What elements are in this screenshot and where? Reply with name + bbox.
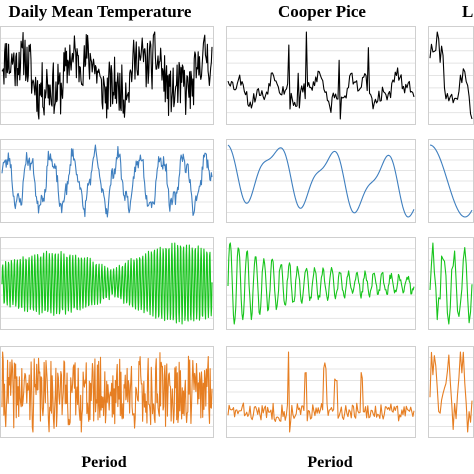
panel-copper-price-3 (226, 237, 416, 330)
series-line (1, 31, 213, 120)
series-line (429, 31, 473, 120)
column-title-cropped: L (462, 2, 473, 21)
panel-cropped-3 (428, 237, 474, 330)
panel-copper-price-2 (226, 139, 416, 223)
panels-layer (0, 26, 474, 438)
series-line (227, 31, 415, 120)
xlabel-temperature: Period (81, 454, 126, 471)
series-line (429, 144, 473, 218)
panel-temperature-3 (0, 237, 214, 330)
column-title-temperature: Daily Mean Temperature (9, 2, 192, 21)
series-line (429, 242, 473, 325)
series-line (227, 144, 415, 218)
panel-copper-price-4 (226, 346, 416, 438)
column-title-copper-price: Cooper Pice (278, 2, 366, 21)
series-line (227, 351, 415, 433)
panel-temperature-2 (0, 139, 214, 223)
panel-temperature-1 (0, 26, 214, 125)
panel-copper-price-1 (226, 26, 416, 125)
panel-cropped-2 (428, 139, 474, 223)
column-cropped: L (462, 2, 473, 21)
panel-cropped-1 (428, 26, 474, 125)
series-line (227, 242, 415, 325)
series-line (429, 351, 473, 433)
series-line (1, 144, 213, 218)
column-temperature: Daily Mean Temperature Period (9, 2, 192, 471)
panel-temperature-4 (0, 346, 214, 438)
panel-cropped-4 (428, 346, 474, 438)
series-line (1, 351, 213, 433)
series-line (1, 242, 213, 325)
column-copper-price: Cooper Pice Period (278, 2, 366, 471)
xlabel-copper-price: Period (307, 454, 352, 471)
